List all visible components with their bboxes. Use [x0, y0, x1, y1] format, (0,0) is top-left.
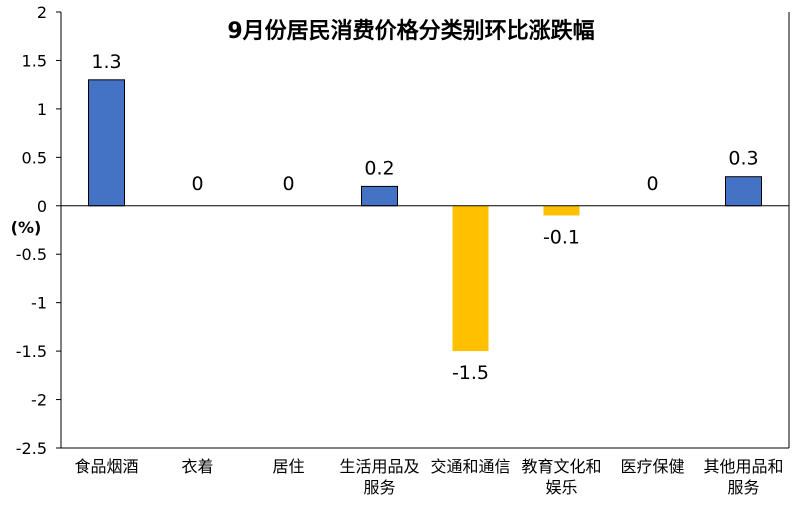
x-tick-label: 交通和通信: [430, 457, 510, 476]
bar: [452, 205, 489, 352]
y-tick-label: -1: [31, 294, 47, 313]
chart-title: 9月份居民消费价格分类别环比涨跌幅: [227, 18, 594, 44]
y-tick-label: -0.5: [16, 245, 47, 264]
bar: [88, 79, 125, 207]
plot-area: 2 1.5 1 0.5 0 -0.5 -1 -1.5 -2 -2.5 1.3 0 0 0.2 -1.5 -0.…: [16, 3, 790, 497]
x-tick-label: 衣着: [181, 457, 213, 476]
y-tick-label: 0: [37, 197, 47, 216]
y-tick-label: 2: [37, 3, 47, 22]
x-tick-label: 居住: [272, 457, 304, 476]
bar: [543, 205, 580, 216]
x-tick-label: 食品烟酒: [74, 457, 138, 476]
data-label: 0.2: [364, 157, 394, 179]
y-tick-label: -2.5: [16, 439, 47, 458]
y-tick-label: -1.5: [16, 342, 47, 361]
x-tick-label: 服务: [363, 478, 395, 497]
bar: [361, 185, 398, 207]
data-label: 0: [191, 173, 203, 195]
y-tick-label: 1: [37, 100, 47, 119]
y-axis-label: (%): [11, 218, 42, 237]
x-tick-label: 娱乐: [545, 478, 577, 497]
y-tick-label: 1.5: [22, 51, 47, 70]
x-tick-label: 其他用品和: [703, 457, 783, 476]
data-label: 0.3: [728, 148, 758, 170]
data-label: 0: [282, 173, 294, 195]
y-tick-label: -2: [31, 391, 47, 410]
bar: [725, 176, 762, 207]
x-tick-label: 服务: [727, 478, 759, 497]
data-label: 0: [646, 173, 658, 195]
data-label: 1.3: [91, 51, 121, 73]
x-tick-label: 生活用品及: [339, 457, 419, 476]
x-tick-label: 教育文化和: [521, 457, 601, 476]
data-label: -0.1: [543, 226, 580, 248]
y-tick-label: 0.5: [22, 148, 47, 167]
x-tick-label: 医疗保健: [620, 457, 684, 476]
data-label: -1.5: [452, 362, 489, 384]
